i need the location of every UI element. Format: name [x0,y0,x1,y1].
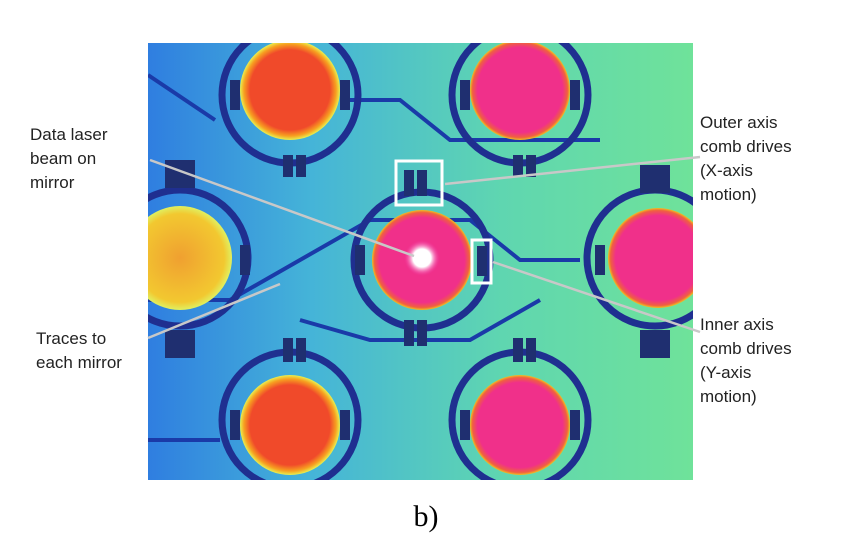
label-line: (Y-axis [700,363,751,382]
label-line: comb drives [700,339,792,358]
caption: b) [414,500,439,533]
label-line: each mirror [36,353,122,372]
label-line: Traces to [36,329,106,348]
label-line: mirror [30,173,75,192]
label-line: beam on [30,149,96,168]
leader-lines [147,155,701,340]
label-line: Outer axis [700,113,777,132]
micrograph [148,43,693,480]
label-line: comb drives [700,137,792,156]
labels: Data laser beam on mirror Traces to each mir… [30,113,792,406]
label-line: Inner axis [700,315,774,334]
highlight-boxes [394,159,493,285]
label-line: motion) [700,185,757,204]
label-line: motion) [700,387,757,406]
label-line: (X-axis [700,161,753,180]
label-line: Data laser [30,125,108,144]
